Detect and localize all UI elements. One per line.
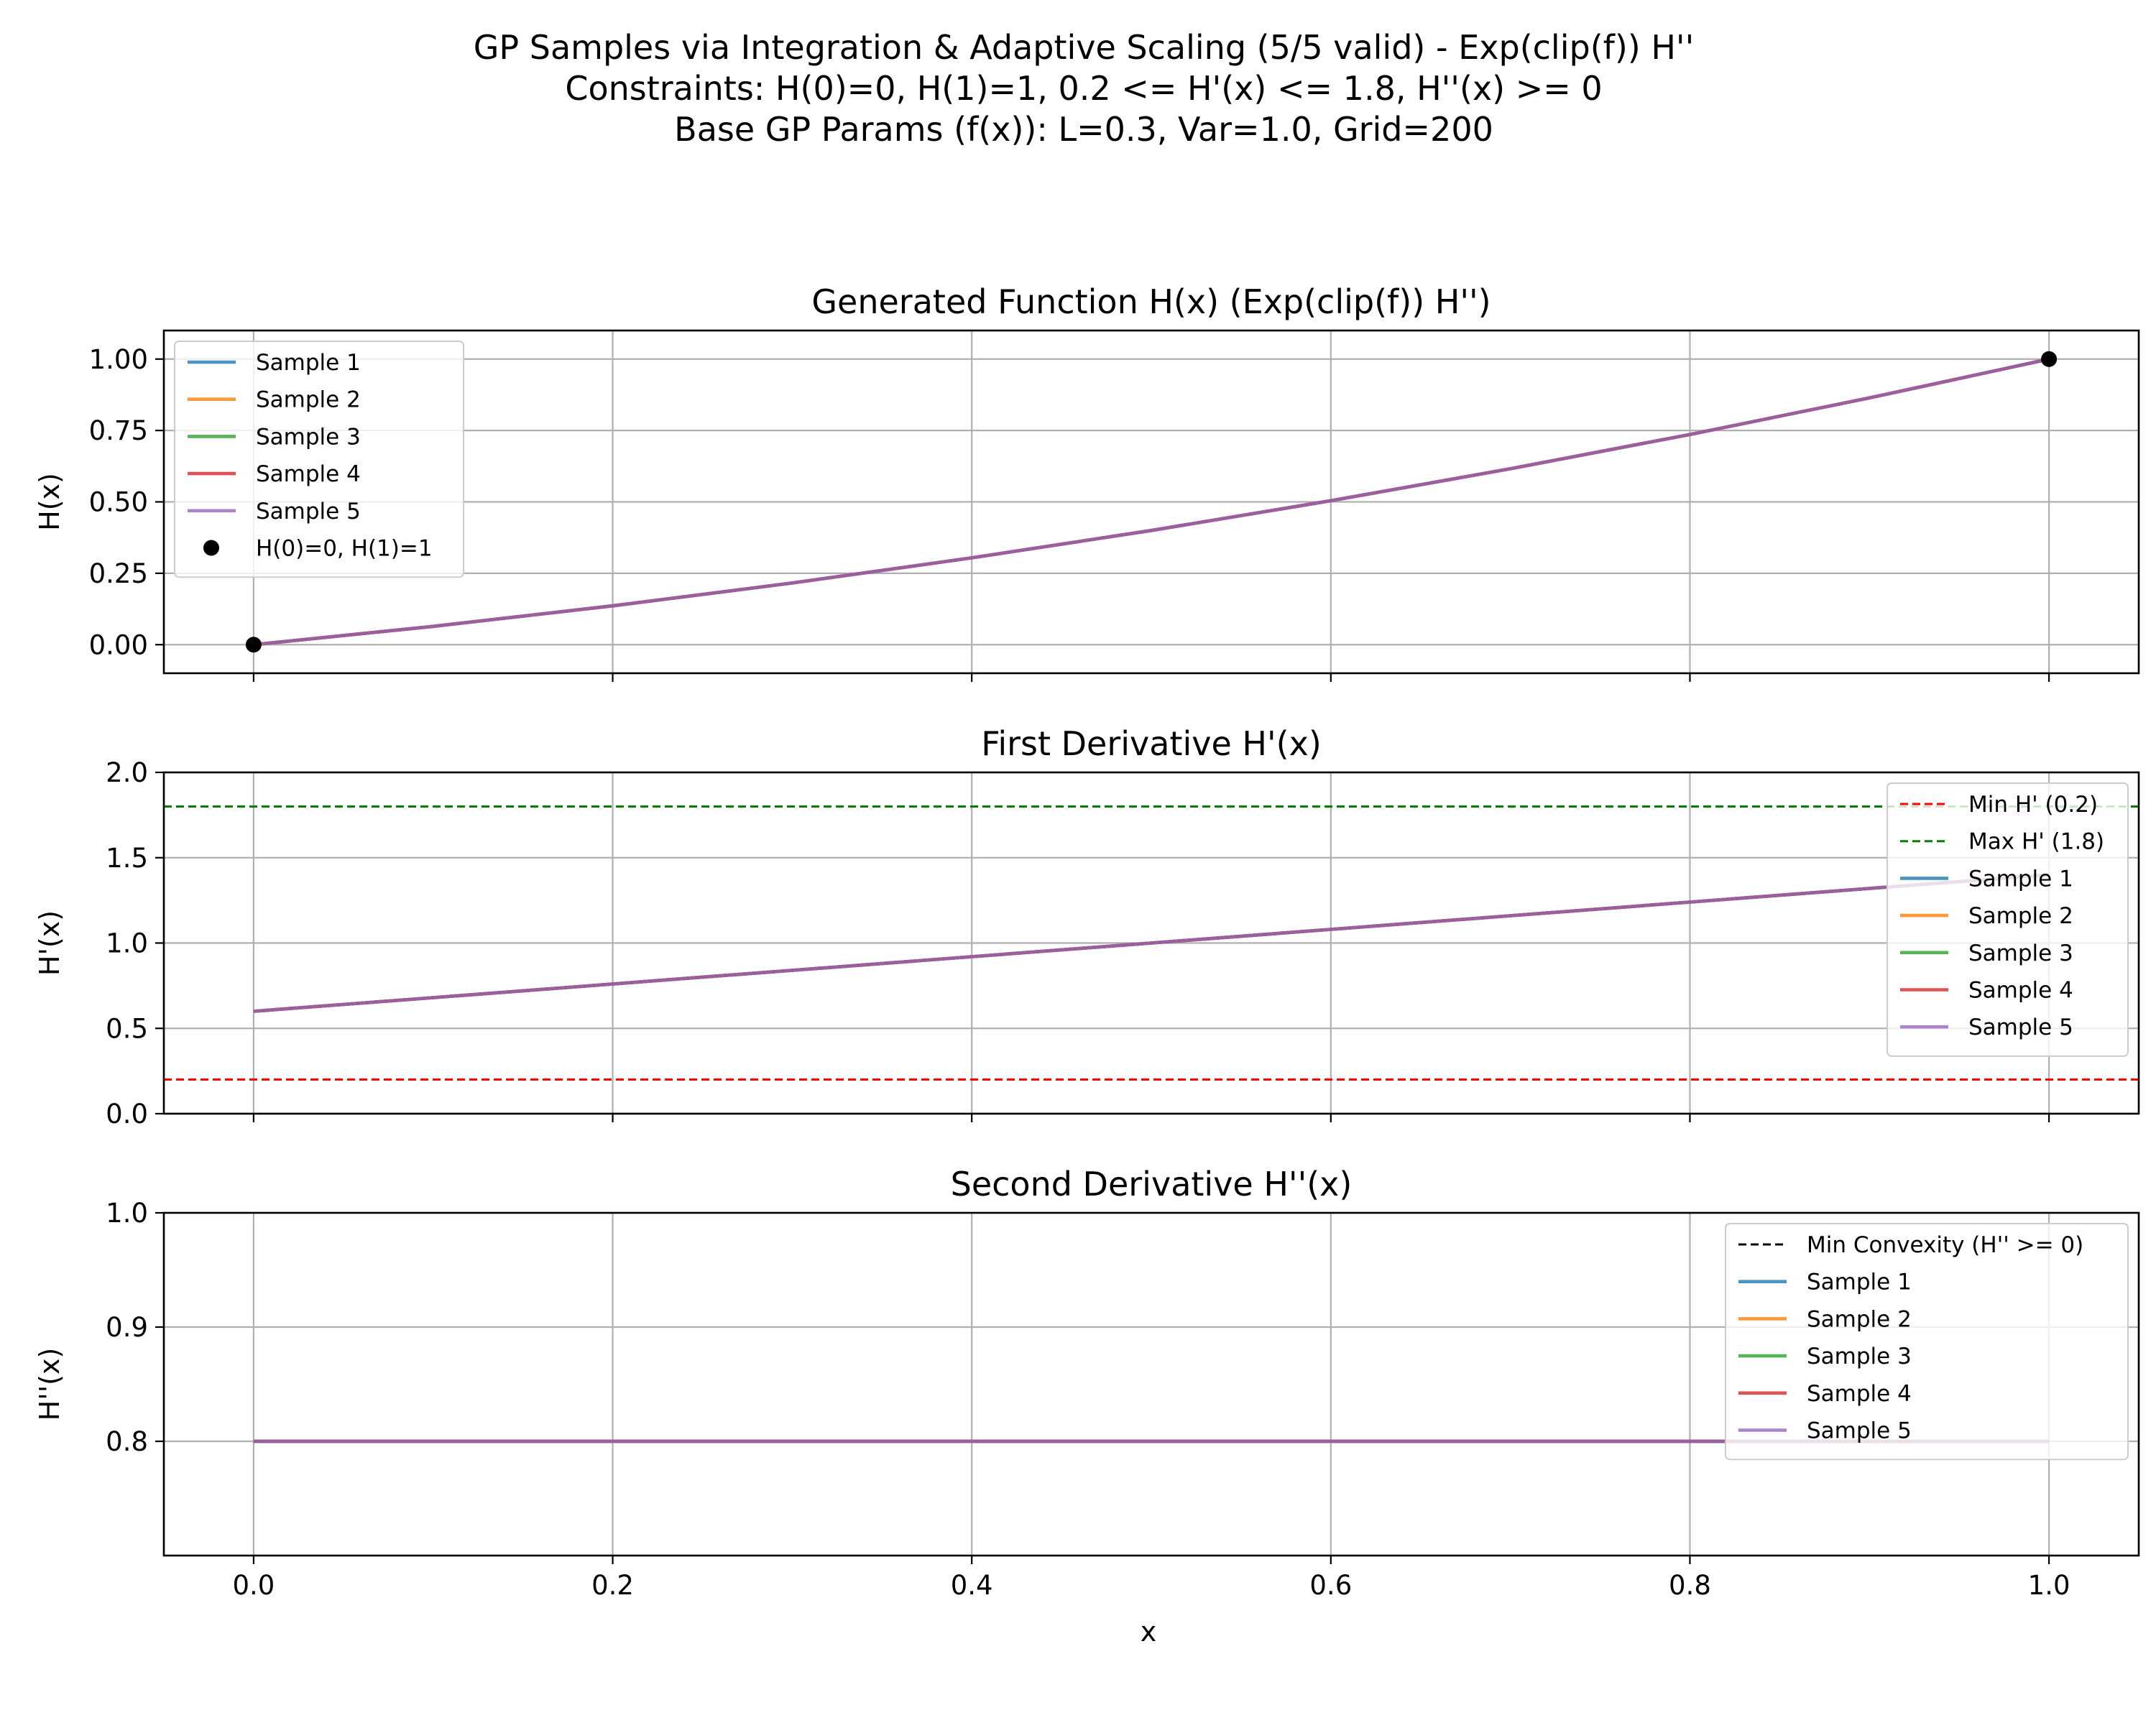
legend-box bbox=[1725, 1223, 2129, 1461]
legend-label: Sample 3 bbox=[1968, 941, 2073, 966]
plot-area bbox=[253, 357, 2050, 647]
suptitle-line-2: Constraints: H(0)=0, H(1)=1, 0.2 <= H'(x… bbox=[565, 69, 1602, 108]
legend-label: Sample 2 bbox=[1968, 903, 2073, 929]
y-axis-label: H'(x) bbox=[34, 910, 65, 976]
legend-label: Sample 4 bbox=[256, 461, 361, 487]
legend-box bbox=[1886, 782, 2129, 1057]
legend-label: H(0)=0, H(1)=1 bbox=[256, 536, 433, 562]
legend: Sample 1 Sample 2 Sample 3 Sample 4 Sample 5… bbox=[174, 341, 464, 578]
legend-label: Sample 5 bbox=[256, 499, 361, 525]
y-tick-label: 2.0 bbox=[106, 757, 148, 788]
y-tick-label: 0.9 bbox=[106, 1312, 148, 1343]
suptitle-line-1: GP Samples via Integration & Adaptive Sc… bbox=[474, 28, 1694, 67]
legend-marker bbox=[203, 540, 219, 556]
legend-label: Sample 4 bbox=[1968, 978, 2073, 1004]
legend-label: Sample 1 bbox=[256, 350, 361, 376]
series-line-sample-5 bbox=[253, 357, 2050, 647]
x-tick-label: 0.6 bbox=[1309, 1570, 1352, 1601]
legend-label: Sample 3 bbox=[256, 424, 361, 450]
x-axis-label: x bbox=[1141, 1616, 1157, 1648]
boundary-point-marker bbox=[2041, 351, 2058, 367]
y-tick-label: 0.75 bbox=[89, 415, 148, 446]
boundary-point-marker bbox=[245, 637, 262, 653]
panel-3: 0.0 0.2 0.4 0.6 0.8 1.0 0.8 0.9 1.0 Second Deriva… bbox=[34, 1165, 2140, 1601]
y-tick-label: 0.8 bbox=[106, 1426, 148, 1457]
legend-label: Sample 3 bbox=[1807, 1344, 1912, 1369]
y-tick-label: 0.0 bbox=[106, 1099, 148, 1129]
legend-label: Sample 2 bbox=[256, 387, 361, 413]
legend-label: Min Convexity (H'' >= 0) bbox=[1807, 1232, 2083, 1258]
legend-label: Sample 4 bbox=[1807, 1381, 1912, 1407]
legend-label: Min H' (0.2) bbox=[1968, 792, 2098, 818]
legend-label: Sample 5 bbox=[1807, 1418, 1912, 1444]
axes-frame bbox=[162, 1211, 2140, 1557]
x-tick-label: 0.4 bbox=[951, 1570, 993, 1601]
panel-title: First Derivative H'(x) bbox=[981, 724, 1322, 763]
legend-label: Sample 2 bbox=[1807, 1306, 1912, 1332]
panel-1: 0.00 0.25 0.50 0.75 1.00 Generated Function H… bbox=[34, 282, 2140, 682]
y-tick-label: 0.00 bbox=[89, 629, 148, 660]
axes-layer: 0.00 0.25 0.50 0.75 1.00 Generated Function H… bbox=[34, 282, 2140, 1601]
legend-box bbox=[174, 341, 464, 578]
panel-title: Generated Function H(x) (Exp(clip(f)) H'… bbox=[811, 282, 1491, 321]
y-tick-label: 1.0 bbox=[106, 928, 148, 959]
panel-title: Second Derivative H''(x) bbox=[951, 1165, 1353, 1203]
legend: Min H' (0.2) Max H' (1.8) Sample 1 Sample 2… bbox=[1886, 782, 2129, 1057]
x-tick-label: 1.0 bbox=[2028, 1570, 2070, 1601]
y-tick-label: 0.25 bbox=[89, 558, 148, 589]
y-tick-label: 1.0 bbox=[106, 1198, 148, 1229]
panel-2: 0.0 0.5 1.0 1.5 2.0 First Derivative H'(x) H'(… bbox=[34, 724, 2140, 1129]
legend-label: Max H' (1.8) bbox=[1968, 829, 2104, 855]
legend-label: Sample 1 bbox=[1807, 1270, 1912, 1295]
plot-area bbox=[164, 805, 2139, 1081]
y-axis-label: H(x) bbox=[34, 473, 65, 531]
legend-label: Sample 5 bbox=[1968, 1015, 2073, 1040]
x-tick-label: 0.0 bbox=[232, 1570, 275, 1601]
series-line-sample-5 bbox=[253, 873, 2050, 1013]
x-tick-label: 0.2 bbox=[591, 1570, 634, 1601]
legend-label: Sample 1 bbox=[1968, 866, 2073, 892]
y-tick-label: 1.5 bbox=[106, 843, 148, 874]
y-tick-label: 0.5 bbox=[106, 1013, 148, 1044]
y-axis-label: H''(x) bbox=[34, 1348, 65, 1421]
x-tick-label: 0.8 bbox=[1669, 1570, 1711, 1601]
legend: Min Convexity (H'' >= 0) Sample 1 Sample 2… bbox=[1725, 1223, 2129, 1461]
y-tick-label: 0.50 bbox=[89, 487, 148, 518]
y-tick-label: 1.00 bbox=[89, 344, 148, 375]
suptitle-line-3: Base GP Params (f(x)): L=0.3, Var=1.0, G… bbox=[674, 110, 1493, 149]
